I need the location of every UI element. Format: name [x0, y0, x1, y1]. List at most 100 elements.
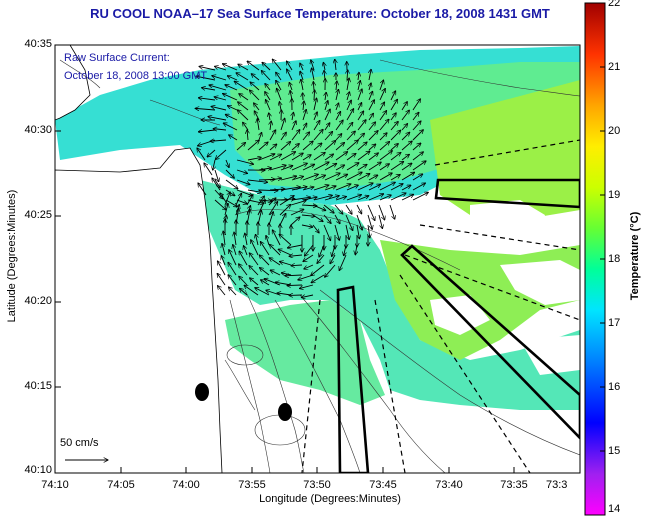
current-vector	[357, 196, 369, 201]
current-vector	[325, 92, 326, 101]
current-vector	[236, 179, 250, 185]
current-vector	[215, 149, 227, 159]
current-vector	[304, 264, 314, 269]
current-vector	[239, 264, 248, 276]
current-vector	[247, 130, 248, 141]
current-vector	[198, 130, 216, 132]
current-vector	[235, 193, 242, 206]
current-vector	[196, 76, 216, 81]
current-vector	[218, 286, 226, 296]
current-vector	[223, 94, 238, 101]
x-tick-label: 74:10	[41, 479, 69, 491]
x-tick-label: 73:50	[303, 479, 331, 491]
current-vector	[244, 285, 259, 296]
current-vector	[228, 275, 237, 286]
sector-line	[374, 299, 406, 473]
current-vector	[239, 251, 248, 266]
current-vector	[269, 178, 282, 180]
current-vector	[332, 244, 336, 257]
current-vector	[212, 178, 221, 191]
scale-label: 50 cm/s	[60, 437, 99, 449]
current-vector	[287, 69, 293, 81]
current-vector	[255, 234, 258, 246]
current-vector	[247, 190, 261, 192]
current-vector	[245, 233, 247, 246]
current-vector	[258, 142, 268, 151]
current-vector	[311, 274, 325, 283]
sst-warm-patch	[430, 80, 580, 220]
current-vector	[324, 123, 330, 131]
current-vector	[401, 163, 412, 171]
current-vector	[269, 113, 270, 121]
current-vector	[323, 204, 334, 213]
current-vector	[401, 154, 409, 161]
current-vector	[270, 121, 271, 131]
current-vector	[247, 140, 259, 151]
current-vector	[302, 132, 310, 141]
sector-line	[434, 139, 580, 166]
current-vector	[234, 232, 236, 246]
current-vector	[368, 91, 373, 101]
current-vector	[312, 204, 326, 211]
current-vector	[369, 83, 371, 91]
current-vector	[198, 183, 207, 196]
current-label-line2: October 18, 2008 13:00 GMT	[64, 70, 208, 82]
current-vector	[325, 101, 328, 111]
sector-line	[301, 299, 321, 473]
current-vector	[279, 204, 291, 216]
current-vector	[323, 224, 331, 241]
current-vector	[390, 193, 406, 201]
current-vector	[291, 121, 296, 131]
current-vector	[276, 80, 282, 91]
current-vector	[334, 214, 340, 224]
current-vector	[247, 199, 264, 203]
lease-area-box	[434, 178, 580, 209]
current-vector	[323, 214, 331, 223]
current-vector	[290, 217, 300, 226]
current-vector	[243, 246, 248, 256]
current-vector	[229, 135, 238, 141]
current-vector	[302, 155, 311, 161]
current-vector	[346, 163, 359, 171]
current-vector	[287, 244, 303, 248]
current-vector	[239, 276, 248, 286]
current-vector	[291, 130, 300, 141]
current-vector	[313, 129, 323, 141]
x-tick-label: 73:35	[500, 479, 528, 491]
current-vector	[202, 88, 216, 90]
current-vector	[379, 142, 390, 151]
land-sandy-hook	[55, 147, 223, 473]
current-vector	[207, 149, 216, 157]
current-vector	[379, 173, 392, 181]
current-vector	[346, 109, 354, 121]
current-vector	[368, 144, 376, 151]
current-vector	[401, 172, 415, 181]
current-vector	[279, 102, 281, 111]
colorbar-tick-label: 14	[608, 503, 621, 515]
current-vector	[217, 261, 226, 276]
sector-line	[399, 274, 531, 473]
current-vector	[335, 196, 346, 201]
current-vector	[412, 192, 428, 201]
current-vector	[312, 68, 314, 81]
current-vector	[304, 244, 314, 256]
current-vector	[238, 102, 249, 111]
current-vector	[368, 162, 381, 171]
current-vector	[324, 141, 336, 151]
colorbar-tick-label: 21	[608, 61, 621, 73]
lease-area-box	[336, 285, 370, 473]
current-vector	[289, 82, 292, 91]
station-marker	[195, 383, 209, 401]
current-vector	[298, 274, 314, 280]
current-vector	[314, 90, 315, 101]
current-vector	[224, 203, 228, 216]
current-vector	[272, 230, 281, 246]
colorbar-label: Temperature (°C)	[629, 211, 641, 301]
current-vector	[233, 245, 237, 256]
current-vector	[280, 176, 297, 181]
current-vector	[204, 163, 213, 176]
current-vector	[302, 174, 318, 181]
current-vector	[268, 198, 276, 206]
current-vector	[401, 185, 411, 191]
y-tick-label: 40:10	[24, 464, 52, 476]
